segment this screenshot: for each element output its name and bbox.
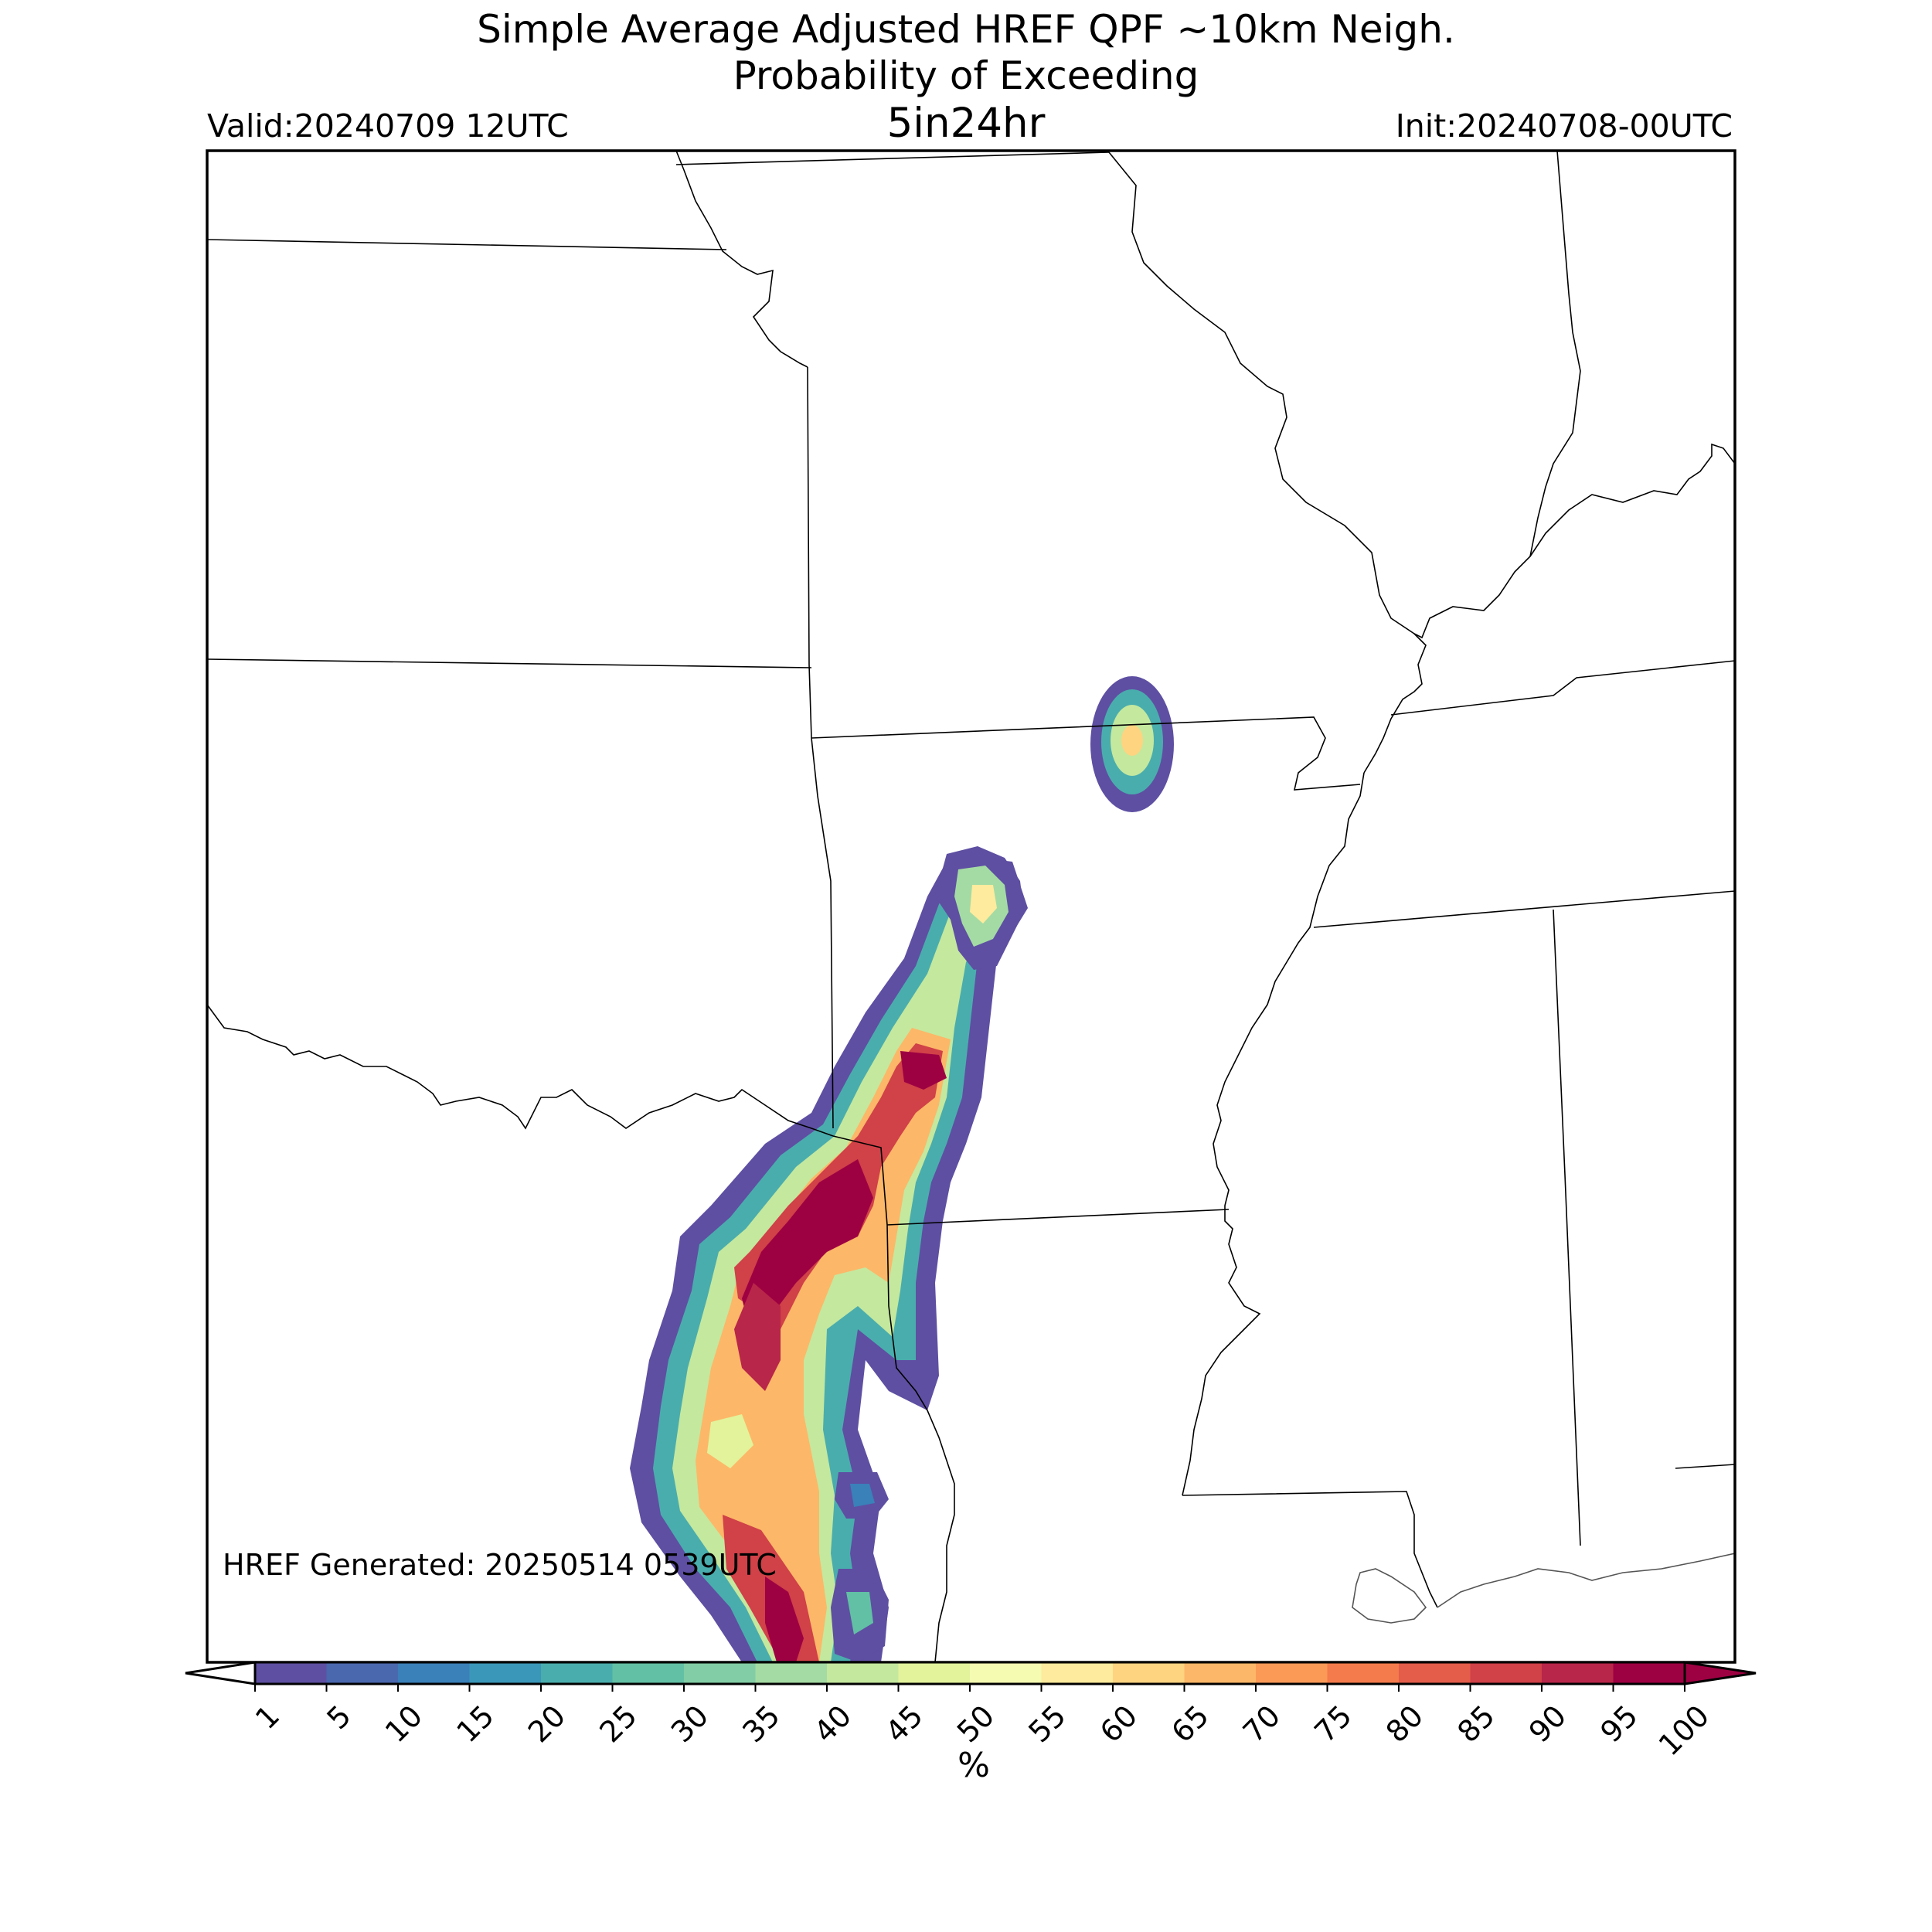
init-time-label: Init:20240708-00UTC (1395, 107, 1733, 145)
title-line-2: Probability of Exceeding (733, 53, 1199, 98)
title-line-1: Simple Average Adjusted HREF QPF ~10km N… (477, 7, 1455, 52)
generated-timestamp: HREF Generated: 20250514 0539UTC (223, 1548, 777, 1582)
title-line-3: 5in24hr (886, 100, 1046, 147)
state-borders (207, 151, 1735, 1662)
valid-time-label: Valid:20240709 12UTC (207, 107, 569, 145)
precip-probability-field (630, 676, 1174, 1662)
colorbar-units-label: % (957, 1746, 990, 1785)
